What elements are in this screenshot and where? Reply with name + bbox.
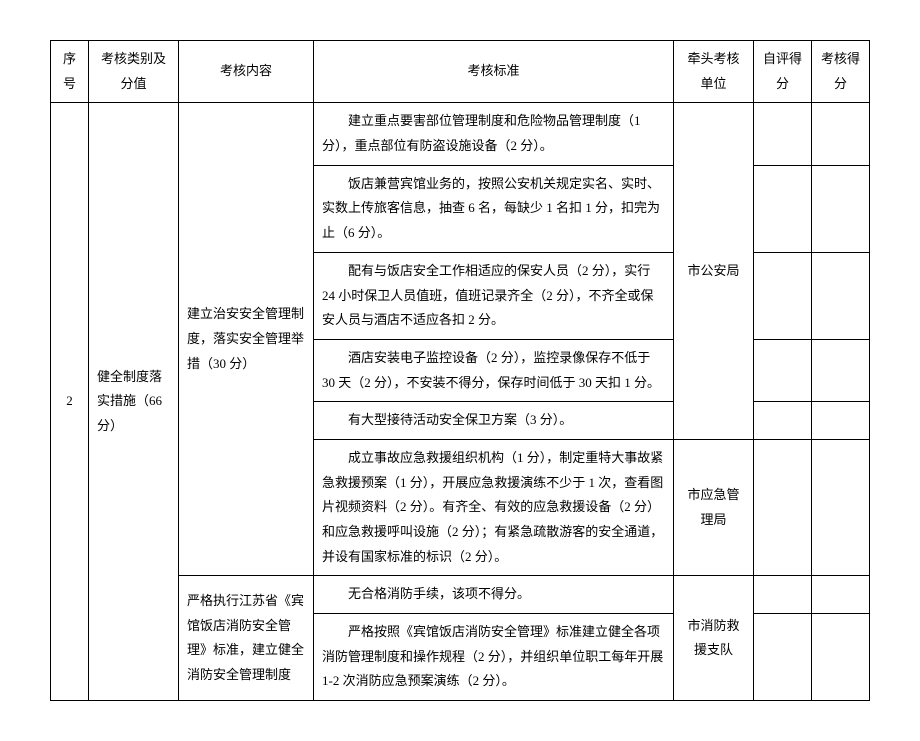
cell-score-3 [812,252,870,339]
cell-criteria-1: 建立重点要害部位管理制度和危险物品管理制度（1 分），重点部位有防盗设施设备（2… [314,103,674,165]
cell-unit-3: 市消防救援支队 [674,576,754,701]
cell-unit-2: 市应急管理局 [674,439,754,575]
cell-content-2: 严格执行江苏省《宾馆饭店消防安全管理》标准，建立健全消防安全管理制度 [179,576,314,701]
header-category: 考核类别及分值 [89,41,179,103]
header-content: 考核内容 [179,41,314,103]
cell-self-2 [754,165,812,252]
cell-seq: 2 [51,103,89,701]
header-criteria: 考核标准 [314,41,674,103]
cell-criteria-8: 严格按照《宾馆饭店消防安全管理》标准建立健全各项消防管理制度和操作规程（2 分）… [314,614,674,701]
cell-self-5 [754,402,812,440]
cell-category: 健全制度落实措施（66 分） [89,103,179,701]
cell-self-3 [754,252,812,339]
cell-criteria-2: 饭店兼营宾馆业务的，按照公安机关规定实名、实时、实数上传旅客信息，抽查 6 名，… [314,165,674,252]
cell-unit-1: 市公安局 [674,103,754,440]
header-seq: 序号 [51,41,89,103]
cell-score-6 [812,439,870,575]
cell-criteria-7: 无合格消防手续，该项不得分。 [314,576,674,614]
cell-score-2 [812,165,870,252]
table-header-row: 序号 考核类别及分值 考核内容 考核标准 牵头考核单位 自评得分 考核得分 [51,41,870,103]
cell-self-1 [754,103,812,165]
cell-self-6 [754,439,812,575]
cell-self-8 [754,614,812,701]
table-row: 2 健全制度落实措施（66 分） 建立治安安全管理制度，落实安全管理举措（30 … [51,103,870,165]
cell-score-5 [812,402,870,440]
cell-content-1: 建立治安安全管理制度，落实安全管理举措（30 分） [179,103,314,576]
cell-criteria-6: 成立事故应急救援组织机构（1 分），制定重特大事故紧急救援预案（1 分），开展应… [314,439,674,575]
header-unit: 牵头考核单位 [674,41,754,103]
cell-score-4 [812,339,870,401]
cell-criteria-3: 配有与饭店安全工作相适应的保安人员（2 分），实行 24 小时保卫人员值班，值班… [314,252,674,339]
cell-self-7 [754,576,812,614]
cell-criteria-4: 酒店安装电子监控设备（2 分），监控录像保存不低于 30 天（2 分），不安装不… [314,339,674,401]
cell-criteria-5: 有大型接待活动安全保卫方案（3 分）。 [314,402,674,440]
assessment-table: 序号 考核类别及分值 考核内容 考核标准 牵头考核单位 自评得分 考核得分 2 … [50,40,870,701]
header-self-score: 自评得分 [754,41,812,103]
cell-score-7 [812,576,870,614]
cell-self-4 [754,339,812,401]
header-final-score: 考核得分 [812,41,870,103]
cell-score-1 [812,103,870,165]
cell-score-8 [812,614,870,701]
